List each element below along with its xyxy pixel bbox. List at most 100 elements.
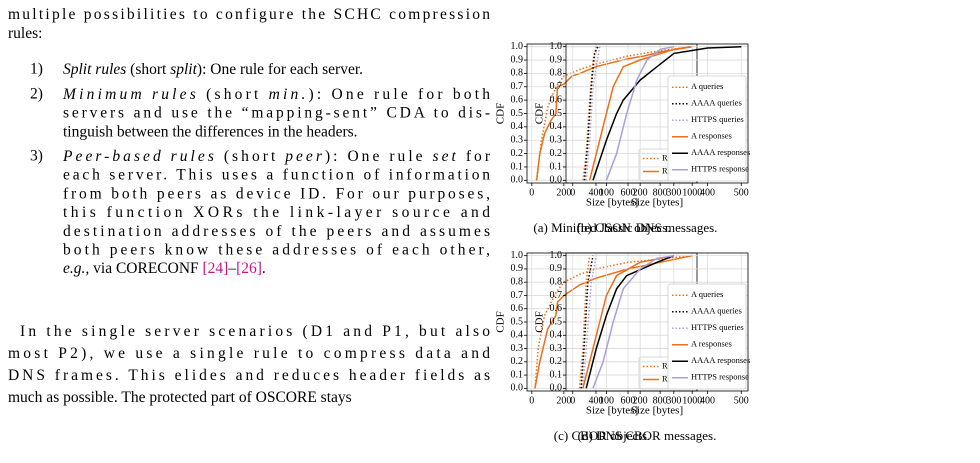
legend-label: AAAA queries xyxy=(691,98,742,108)
y-tick-label: 0.5 xyxy=(550,108,563,119)
x-tick-label: 200 xyxy=(633,187,648,198)
x-axis-label: Size [bytes] xyxy=(631,405,683,417)
axes-frame xyxy=(565,43,749,184)
text-run: rules: xyxy=(8,25,42,42)
y-tick-label: 0.3 xyxy=(550,343,563,354)
text-run: In the single server scenarios (D1 and P… xyxy=(20,323,490,340)
y-tick-label: 0.6 xyxy=(511,94,524,105)
y-tick-label: 0.7 xyxy=(511,81,524,92)
text-line: rules: xyxy=(8,25,42,42)
text-run: via CORECONF xyxy=(89,260,202,277)
legend-box xyxy=(667,283,747,390)
legend-box xyxy=(667,75,747,182)
text-line: Split rules (short split): One rule for … xyxy=(63,61,363,78)
cdf-line xyxy=(582,254,675,389)
text-run: ): One rule xyxy=(325,148,430,165)
cdf-line xyxy=(583,46,599,181)
y-tick-label: 0.5 xyxy=(511,316,524,327)
cdf-line xyxy=(535,45,693,181)
text-line: each server. This uses a function of inf… xyxy=(63,166,490,183)
legend-label: AAAA responses xyxy=(691,147,750,157)
text-line: tinguish between the differences in the … xyxy=(63,123,358,140)
y-tick-label: 0.6 xyxy=(550,94,563,105)
text-run: most P2), we use a single rule to compre… xyxy=(8,345,490,362)
text-line: most P2), we use a single rule to compre… xyxy=(8,345,490,362)
x-tick-label: 100 xyxy=(599,187,614,198)
text-line: destination addresses of the peers and a… xyxy=(63,222,490,239)
text-run: split xyxy=(170,61,197,78)
x-tick-label: 400 xyxy=(588,395,603,406)
text-line: Minimum rules (short min.): One rule for… xyxy=(62,86,490,103)
legend-label: A responses xyxy=(691,131,732,141)
cdf-line xyxy=(588,45,691,181)
y-tick-label: 0.7 xyxy=(550,290,563,301)
y-axis-label: CDF xyxy=(534,311,546,332)
x-tick-label: 400 xyxy=(700,187,715,198)
citation: [24] xyxy=(203,260,229,277)
y-tick-label: 0.9 xyxy=(550,263,563,274)
cdf-line xyxy=(578,255,591,389)
cdf-line xyxy=(592,45,742,181)
x-tick-label: 500 xyxy=(734,395,749,406)
text-line: both peers know these addresses of each … xyxy=(63,241,490,258)
x-axis-label: Size [bytes] xyxy=(586,197,638,209)
y-tick-label: 0.0 xyxy=(550,383,563,394)
legend-label: HTTPS response xyxy=(691,372,749,382)
cdf-line xyxy=(582,255,598,389)
text-run: from both peers as device ID. For our pu… xyxy=(63,185,490,202)
y-tick-label: 1.0 xyxy=(511,250,524,261)
text-run: (short xyxy=(217,148,282,165)
y-tick-label: 0.0 xyxy=(511,383,524,394)
text-run: peer xyxy=(284,148,323,165)
x-tick-label: 200 xyxy=(556,187,571,198)
legend-label: HTTPS queries xyxy=(691,322,744,332)
caption: (a) Minified JSON objecs. xyxy=(533,220,670,235)
text-run: much as possible. The protected part of … xyxy=(8,389,352,406)
text-run: Peer-based rules xyxy=(62,148,214,165)
x-tick-label: 200 xyxy=(556,395,571,406)
text-run: multiple possibilities to configure the … xyxy=(8,6,490,23)
y-tick-label: 0.7 xyxy=(550,81,563,92)
y-tick-label: 0.5 xyxy=(511,108,524,119)
x-axis-label: Size [bytes] xyxy=(586,405,638,417)
y-tick-label: 0.8 xyxy=(550,68,563,79)
x-tick-label: 0 xyxy=(570,187,575,198)
x-tick-label: 0 xyxy=(529,187,534,198)
x-tick-label: 1000 xyxy=(682,395,702,406)
y-axis-label: CDF xyxy=(534,103,546,124)
text-run: servers and use the “mapping-sent” CDA t… xyxy=(63,104,490,121)
y-tick-label: 0.8 xyxy=(550,276,563,287)
y-tick-label: 0.2 xyxy=(550,356,563,367)
caption: (b) Classic DNS messages. xyxy=(577,220,718,235)
y-tick-label: 0.4 xyxy=(511,330,524,341)
text-run: each server. This uses a function of inf… xyxy=(63,166,490,183)
y-tick-label: 0.1 xyxy=(511,161,524,172)
x-tick-label: 500 xyxy=(734,187,749,198)
legend-label: A queries xyxy=(691,289,723,299)
text-run: Minimum rules xyxy=(62,86,196,103)
x-tick-label: 100 xyxy=(599,395,614,406)
y-tick-label: 0.3 xyxy=(550,135,563,146)
legend-label: AAAA queries xyxy=(691,306,742,316)
y-tick-label: 0.3 xyxy=(511,343,524,354)
cdf-line xyxy=(605,45,675,181)
x-tick-label: 300 xyxy=(666,395,681,406)
list-label: 3) xyxy=(30,148,43,165)
y-tick-label: 0.8 xyxy=(511,68,524,79)
cdf-line xyxy=(585,255,675,389)
y-tick-label: 0.8 xyxy=(511,276,524,287)
text-run: ): One rule for both xyxy=(309,86,491,103)
legend-label: HTTPS response xyxy=(691,164,749,174)
y-tick-label: 0.2 xyxy=(511,356,524,367)
legend-label: HTTPS queries xyxy=(691,114,744,124)
text-run: (short xyxy=(199,86,265,103)
text-line: much as possible. The protected part of … xyxy=(8,389,352,406)
cdf-line xyxy=(585,46,601,181)
y-tick-label: 0.9 xyxy=(511,54,524,65)
text-line: Peer-based rules (short peer): One rule … xyxy=(62,148,491,165)
cdf-line xyxy=(592,254,675,389)
y-tick-label: 0.5 xyxy=(550,316,563,327)
x-tick-label: 400 xyxy=(700,395,715,406)
caption: (d) DNS CBOR messages. xyxy=(578,428,717,443)
x-tick-label: 300 xyxy=(666,187,681,198)
